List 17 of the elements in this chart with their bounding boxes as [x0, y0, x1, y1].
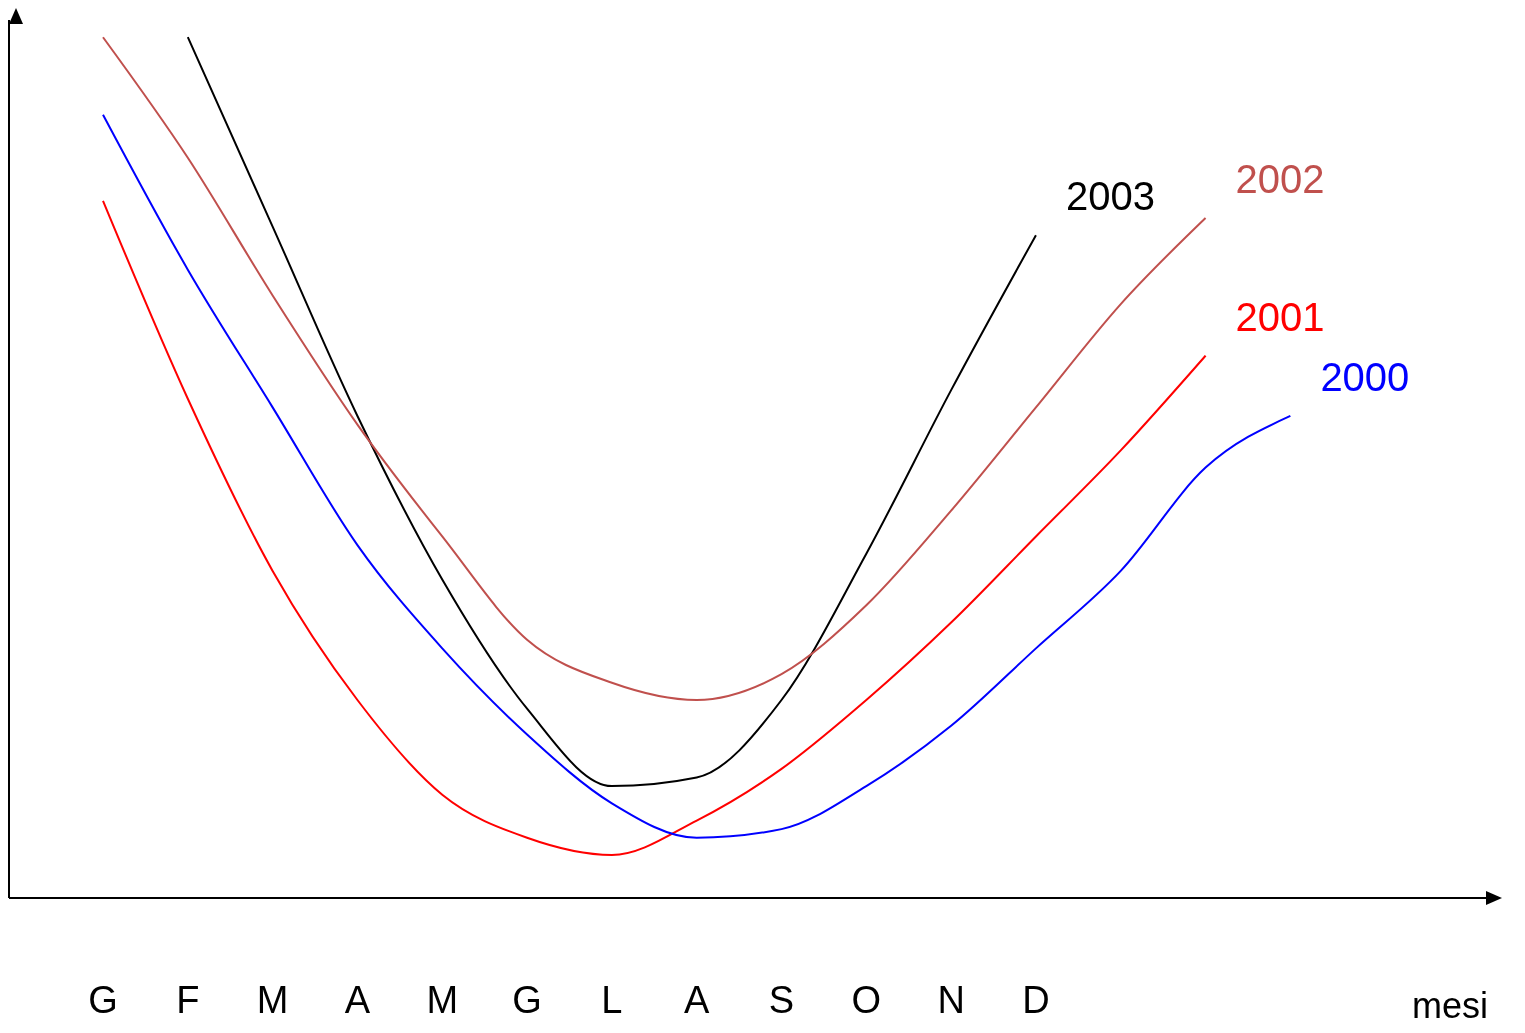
x-tick-label: G — [512, 978, 542, 1021]
x-tick-label: F — [176, 978, 200, 1021]
series-label: 2001 — [1235, 294, 1325, 339]
x-tick-label: N — [937, 978, 965, 1021]
x-tick-label: O — [851, 978, 882, 1021]
series-label: 2000 — [1320, 354, 1410, 399]
x-tick-label: A — [684, 978, 711, 1021]
x-tick-label: M — [426, 978, 459, 1021]
x-tick-label: M — [256, 978, 289, 1021]
series-label: 2003 — [1065, 174, 1155, 219]
series-label: 2002 — [1235, 156, 1325, 201]
x-tick-label: S — [768, 978, 795, 1021]
x-tick-label: L — [601, 978, 623, 1021]
x-tick-label: A — [344, 978, 371, 1021]
x-tick-label: G — [88, 978, 118, 1021]
x-axis-title: mesi — [1411, 985, 1488, 1026]
x-tick-label: D — [1022, 978, 1050, 1021]
